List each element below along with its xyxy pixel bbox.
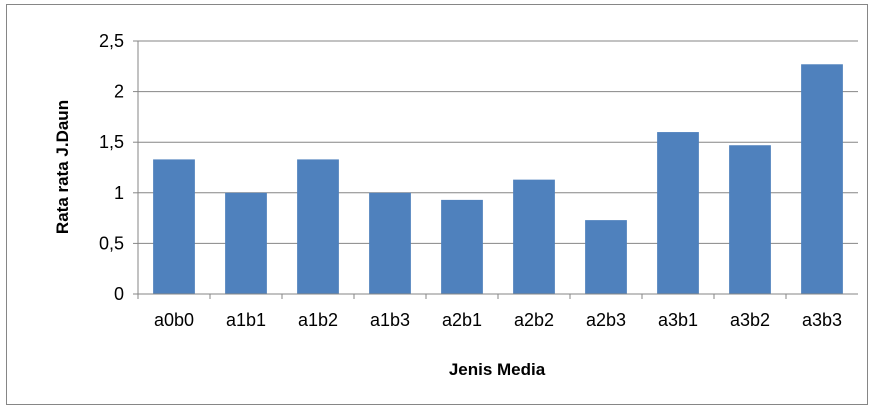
x-tick-label: a1b3 — [370, 310, 410, 330]
x-tick-label: a3b3 — [802, 310, 842, 330]
chart-frame — [6, 4, 868, 405]
bar-a0b0 — [153, 159, 195, 294]
x-tick-label: a2b2 — [514, 310, 554, 330]
x-tick-label: a3b2 — [730, 310, 770, 330]
x-tick-label: a3b1 — [658, 310, 698, 330]
y-tick-label: 0 — [114, 284, 124, 304]
bar-a2b1 — [441, 199, 483, 294]
bar-a1b3 — [369, 192, 411, 294]
x-tick-labels: a0b0 a1b1 a1b2 a1b3 a2b1 a2b2 a2b3 a3b1 a3b2 a3b3 — [137, 294, 842, 330]
bar-a1b1 — [225, 192, 267, 294]
x-tick-label: a2b3 — [586, 310, 626, 330]
x-axis-title: Jenis Media — [449, 360, 546, 379]
x-tick-label: a2b1 — [442, 310, 482, 330]
y-tick-label: 1 — [114, 183, 124, 203]
bar-a2b2 — [513, 179, 555, 294]
bars — [153, 64, 843, 294]
y-axis-title: Rata rata J.Daun — [53, 100, 72, 234]
y-tick-label: 1,5 — [99, 132, 124, 152]
x-tick-label: a1b2 — [298, 310, 338, 330]
x-tick-label: a0b0 — [154, 310, 194, 330]
bar-a1b2 — [297, 159, 339, 294]
y-tick-label: 2 — [114, 82, 124, 102]
bar-a3b2 — [729, 145, 771, 294]
bar-a2b3 — [585, 220, 627, 294]
y-tick-label: 2,5 — [99, 31, 124, 51]
y-tick-label: 0,5 — [99, 233, 124, 253]
bar-a3b1 — [657, 132, 699, 294]
bar-a3b3 — [801, 64, 843, 294]
y-tick-labels: 0 0,5 1 1,5 2 2,5 — [99, 31, 138, 304]
x-tick-label: a1b1 — [226, 310, 266, 330]
